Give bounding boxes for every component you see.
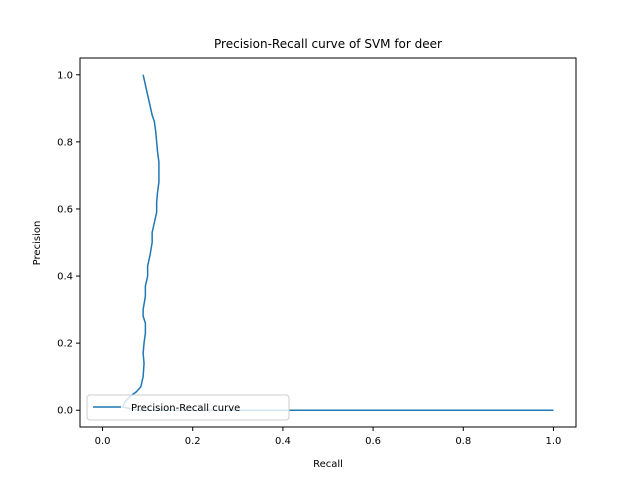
y-axis-ticks: 0.0 0.2 0.4 0.6 0.8 1.0 <box>57 70 80 417</box>
x-tick-label: 0.0 <box>95 436 111 447</box>
x-tick-label: 0.4 <box>275 436 291 447</box>
y-tick-label: 0.6 <box>57 204 73 215</box>
x-tick-label: 0.8 <box>455 436 471 447</box>
x-tick-label: 1.0 <box>546 436 562 447</box>
legend-frame <box>86 394 290 421</box>
x-tick-label: 0.2 <box>185 436 201 447</box>
y-tick-label: 1.0 <box>57 70 73 81</box>
y-tick-label: 0.8 <box>57 137 73 148</box>
x-tick-label: 0.6 <box>365 436 381 447</box>
x-axis-label: Recall <box>313 459 343 470</box>
y-axis-label: Precision <box>32 221 43 266</box>
chart-title: Precision-Recall curve of SVM for deer <box>214 37 442 51</box>
x-axis-ticks: 0.0 0.2 0.4 0.6 0.8 1.0 <box>95 427 562 447</box>
y-tick-label: 0.2 <box>57 339 73 350</box>
y-tick-label: 0.4 <box>57 272 73 283</box>
legend-label: Precision-Recall curve <box>131 403 240 414</box>
legend: Precision-Recall curve <box>86 394 290 421</box>
y-tick-label: 0.0 <box>57 406 73 417</box>
axes-frame <box>79 57 577 428</box>
